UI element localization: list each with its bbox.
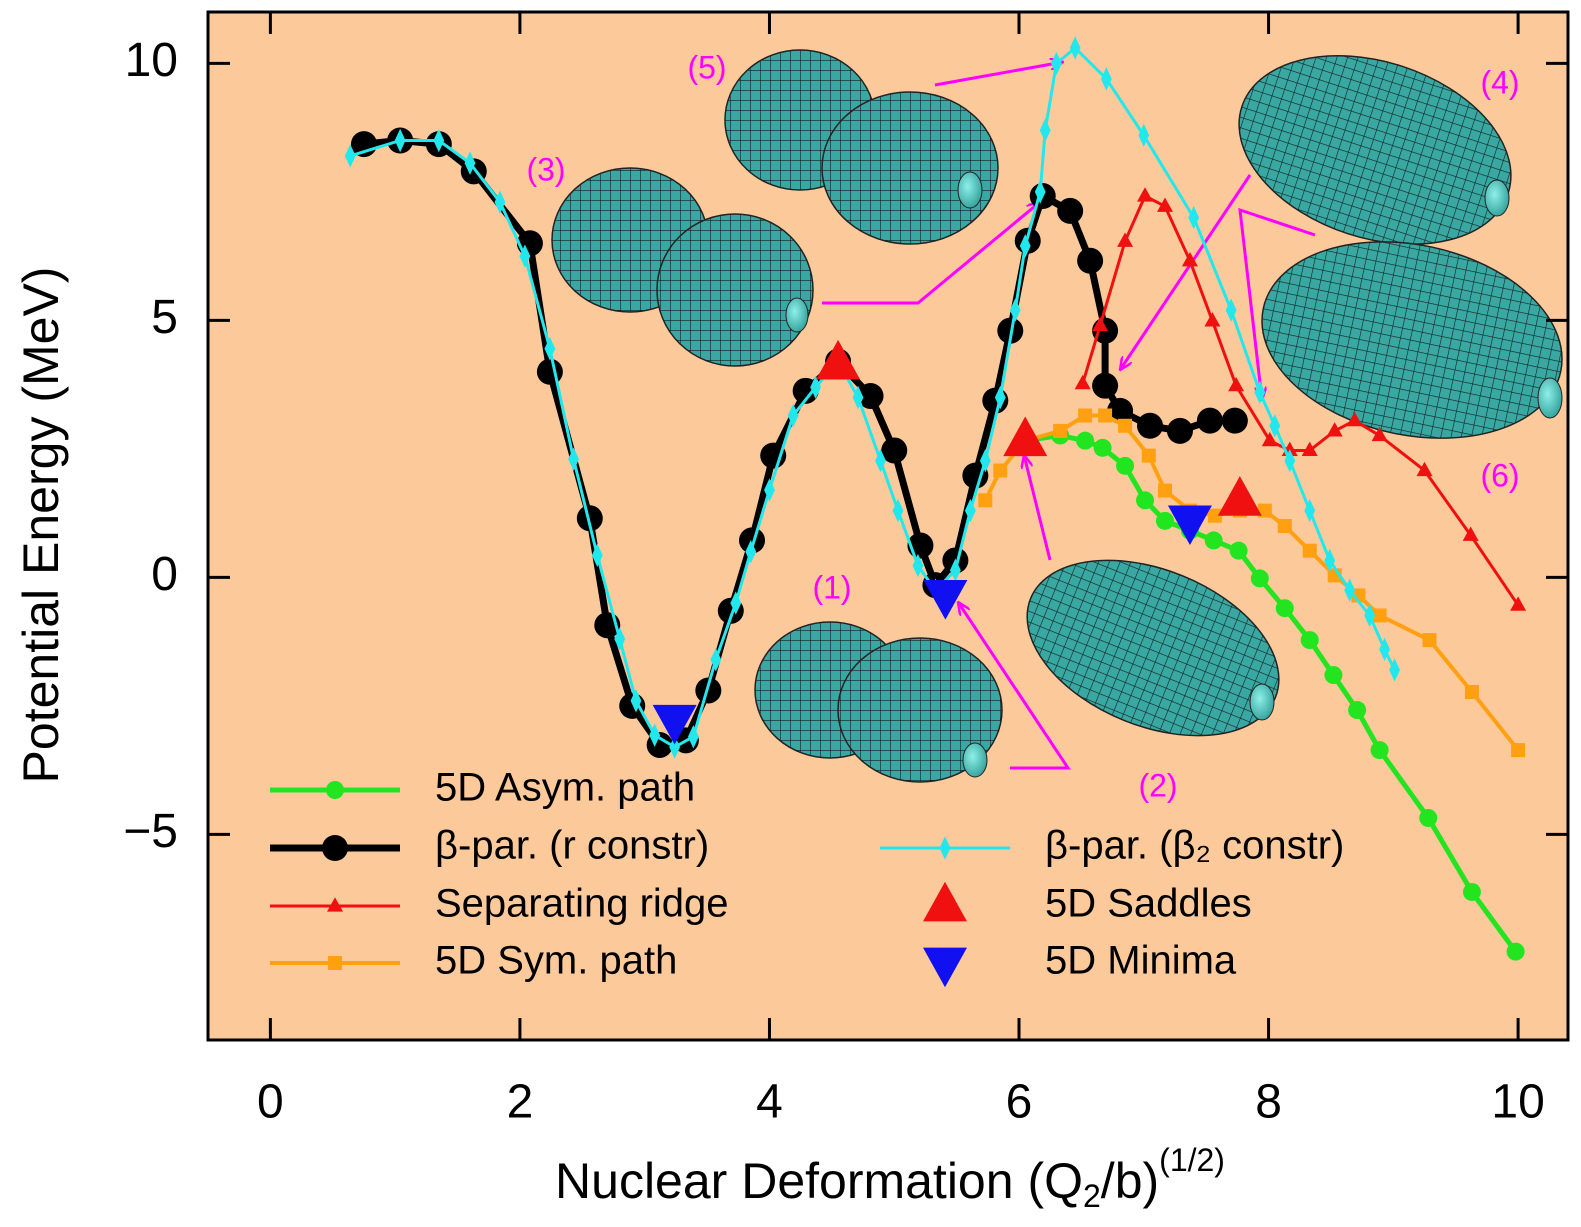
marker [619, 693, 645, 719]
marker [1419, 809, 1437, 827]
marker [1463, 883, 1481, 901]
chart: Nuclear Deformation (Q2/b)(1/2) Potentia… [0, 0, 1581, 1227]
marker [1348, 701, 1366, 719]
legend-label: β-par. (r constr) [435, 824, 709, 868]
marker [978, 493, 992, 507]
legend-label: 5D Sym. path [435, 939, 677, 983]
annotation: (4) [1480, 64, 1519, 100]
marker [1230, 542, 1248, 560]
marker [1278, 519, 1292, 533]
marker [1076, 432, 1094, 450]
marker [1077, 248, 1103, 274]
marker [1156, 512, 1174, 530]
annotation: (5) [687, 49, 726, 85]
marker [1197, 408, 1223, 434]
annotation: (2) [1138, 767, 1177, 803]
marker [1098, 408, 1112, 422]
marker [1142, 449, 1156, 463]
legend-label: Separating ridge [435, 882, 729, 926]
marker [1371, 741, 1389, 759]
y-tick-label: 10 [125, 34, 178, 87]
annotation: (1) [812, 569, 851, 605]
marker [1158, 484, 1172, 498]
x-tick-label: 0 [257, 1076, 284, 1129]
marker [1092, 373, 1118, 399]
marker [993, 463, 1007, 477]
marker [1136, 491, 1154, 509]
y-tick-label: 0 [151, 548, 178, 601]
marker [1053, 424, 1067, 438]
y-tick-label: 5 [151, 291, 178, 344]
marker [1116, 457, 1134, 475]
marker [517, 230, 543, 256]
marker [1423, 633, 1437, 647]
marker [1137, 413, 1163, 439]
marker [1208, 509, 1222, 523]
legend-label: β-par. (β₂ constr) [1045, 824, 1344, 868]
x-tick-label: 10 [1491, 1076, 1544, 1129]
marker [1167, 418, 1193, 444]
marker [1301, 631, 1319, 649]
marker [1324, 666, 1342, 684]
y-tick-label: −5 [123, 805, 178, 858]
x-axis-label: Nuclear Deformation (Q2/b)(1/2) [555, 1142, 1225, 1214]
marker [1222, 408, 1248, 434]
marker [537, 359, 563, 385]
marker [1507, 943, 1525, 961]
legend-label: 5D Minima [1045, 939, 1237, 983]
y-axis-label: Potential Energy (MeV) [13, 267, 69, 784]
marker [1205, 531, 1223, 549]
marker [1276, 599, 1294, 617]
x-tick-label: 8 [1255, 1076, 1282, 1129]
marker [1094, 439, 1112, 457]
x-tick-label: 4 [756, 1076, 783, 1129]
marker [1118, 419, 1132, 433]
marker [1511, 743, 1525, 757]
legend-label: 5D Saddles [1045, 882, 1252, 926]
annotation: (3) [526, 151, 565, 187]
marker [1078, 408, 1092, 422]
legend-marker [322, 835, 348, 861]
marker [1057, 198, 1083, 224]
marker [982, 388, 1008, 414]
legend-marker [326, 781, 344, 799]
legend-marker [328, 956, 342, 970]
annotation: (6) [1480, 457, 1519, 493]
marker [1465, 685, 1479, 699]
x-tick-label: 6 [1006, 1076, 1033, 1129]
marker [1303, 544, 1317, 558]
x-tick-label: 2 [507, 1076, 534, 1129]
marker [1251, 569, 1269, 587]
legend-label: 5D Asym. path [435, 766, 695, 810]
